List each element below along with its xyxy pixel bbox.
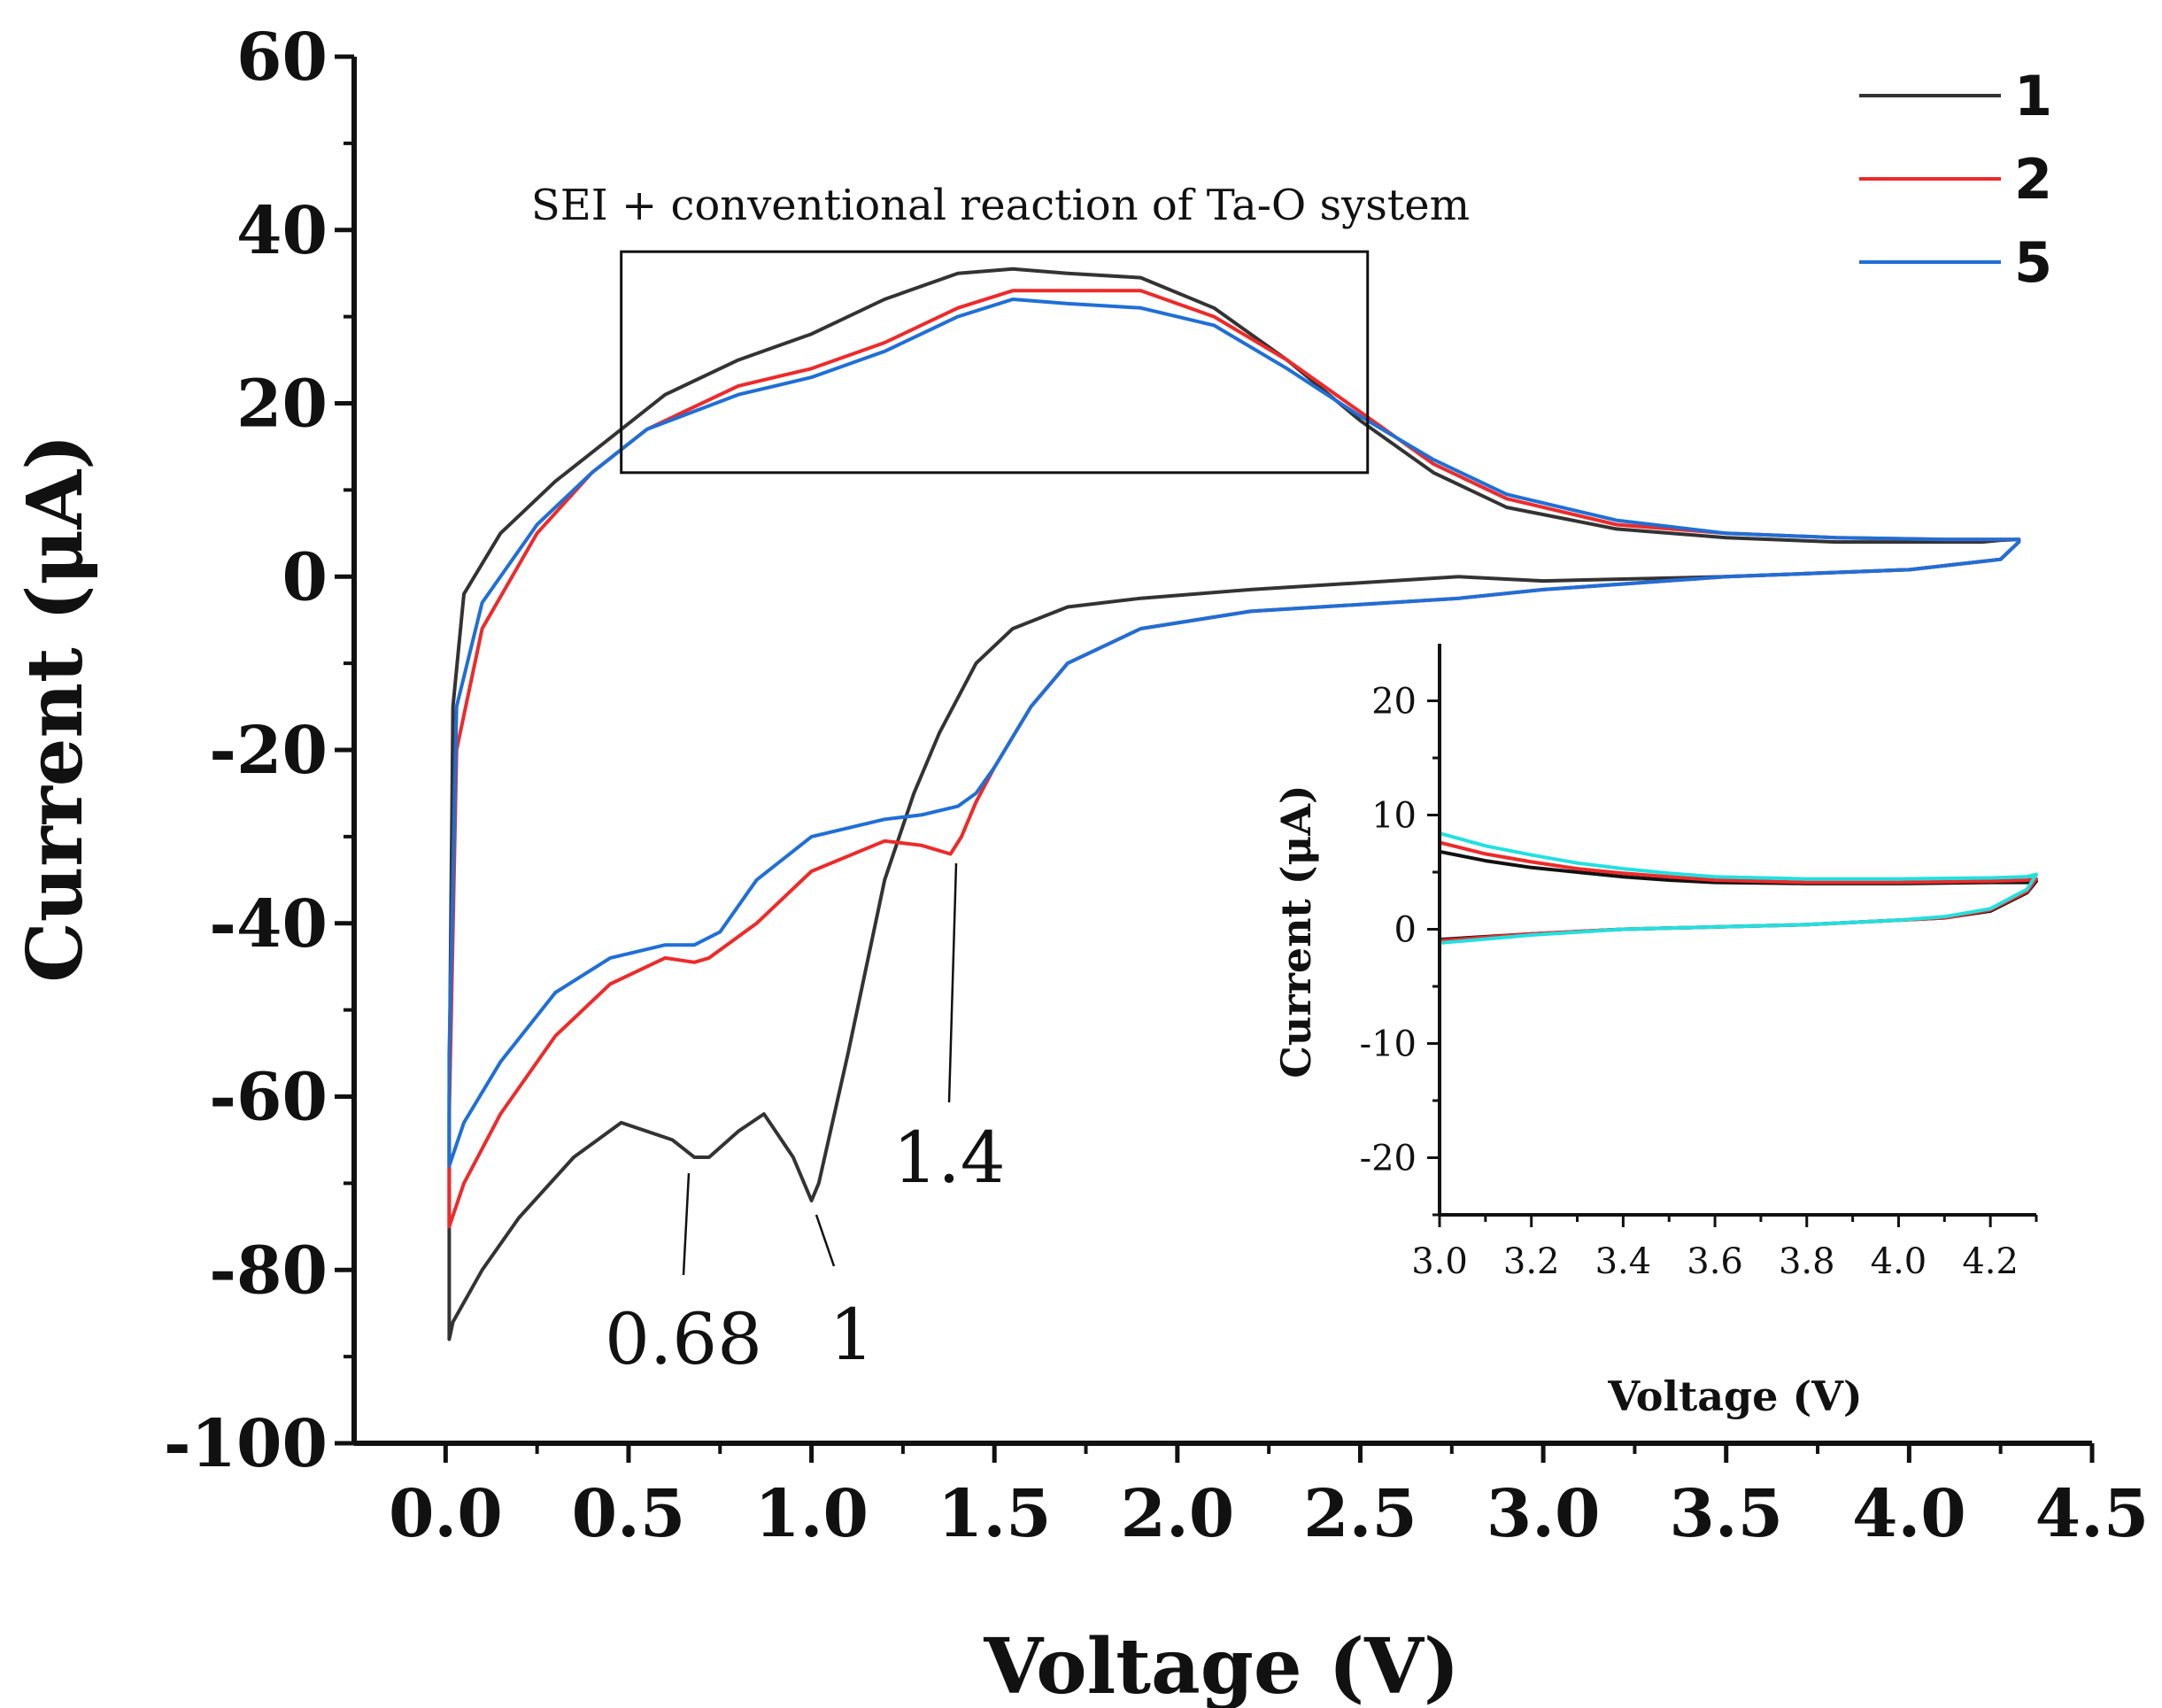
legend-label-1: 1	[2014, 64, 2052, 128]
legend-label-2: 2	[2014, 147, 2052, 212]
annotation-leader-1.4	[947, 862, 958, 1103]
inset-x-tick-label: 3.8	[1779, 1241, 1835, 1282]
annotation-leader-1	[815, 1214, 836, 1267]
inset-y-tick-label: -20	[1360, 1139, 1417, 1179]
main-tick-labels: 0.0 0.5 1.0 1.5 2.0 2.5 3.0 3.5 4.0 4.56040200-20…	[164, 19, 2150, 1552]
x-tick-label: 0.0	[389, 1476, 503, 1552]
x-tick-label: 2.0	[1120, 1476, 1234, 1552]
inset-tick-labels: 3.0 3.2 3.4 3.6 3.8 4.0 4.2 20 10 0 -10 -20	[1360, 682, 2019, 1283]
inset-y-tick-label: 20	[1371, 682, 1417, 723]
y-tick-label: -80	[209, 1233, 328, 1309]
inset-axes	[1427, 644, 2038, 1227]
main-plot: 0.0 0.5 1.0 1.5 2.0 2.5 3.0 3.5 4.0 4.56040200-20…	[11, 19, 2149, 1708]
inset-plot: 3.0 3.2 3.4 3.6 3.8 4.0 4.2 20 10 0 -10 -20 Voltage…	[1272, 642, 2038, 1420]
annotation-label-1: 1	[830, 1294, 875, 1376]
inset-x-tick-label: 3.6	[1687, 1241, 1743, 1282]
x-tick-label: 4.0	[1852, 1476, 1966, 1552]
y-tick-label: 60	[236, 19, 328, 96]
series-line-5	[447, 298, 2021, 1168]
inset-x-tick-label: 3.4	[1595, 1241, 1652, 1282]
annotation-label-1.4: 1.4	[892, 1117, 1005, 1199]
inset-y-tick-label: 10	[1371, 796, 1417, 837]
inset-series-group	[1439, 831, 2038, 945]
x-tick-label: 1.5	[938, 1476, 1052, 1552]
x-tick-label: 4.5	[2035, 1476, 2150, 1552]
y-tick-label: -40	[209, 886, 328, 962]
y-tick-label: 0	[282, 539, 328, 615]
annotation-label-0.68: 0.68	[605, 1298, 762, 1380]
inset-x-tick-label: 3.0	[1411, 1241, 1468, 1282]
inset-y-tick-label: 0	[1394, 910, 1417, 951]
x-tick-label: 3.0	[1486, 1476, 1601, 1552]
inset-x-axis-title: Voltage (V)	[1607, 1372, 1862, 1420]
main-axes	[335, 54, 2095, 1463]
x-axis-title: Voltage (V)	[983, 1622, 1459, 1708]
inset-x-tick-label: 4.0	[1871, 1241, 1927, 1282]
y-tick-label: 20	[236, 367, 328, 443]
x-tick-label: 3.5	[1669, 1476, 1783, 1552]
inset-x-tick-label: 4.2	[1962, 1241, 2019, 1282]
sei-region-box	[620, 250, 1370, 475]
annotation-leader-0.68	[682, 1172, 691, 1276]
x-tick-label: 2.5	[1303, 1476, 1417, 1552]
inset-background	[1434, 642, 2036, 1217]
x-tick-label: 0.5	[572, 1476, 686, 1552]
y-tick-label: -20	[209, 713, 328, 789]
y-axis-title: Current (μA)	[11, 434, 100, 983]
sei-box-label: SEI + conventional reaction of Ta-O syst…	[531, 181, 1470, 230]
y-tick-label: -100	[164, 1406, 328, 1482]
legend: 1 2 5	[1859, 64, 2052, 295]
series-line-1	[447, 267, 2021, 1341]
inset-y-tick-label: -10	[1360, 1024, 1417, 1065]
peak-annotations: 0.68 1 1.4	[605, 862, 1006, 1380]
inset-series-line-2	[1439, 831, 2038, 945]
legend-label-5: 5	[2014, 230, 2052, 295]
y-tick-label: -60	[209, 1060, 328, 1136]
main-series-group	[447, 267, 2021, 1341]
x-tick-label: 1.0	[754, 1476, 869, 1552]
y-tick-label: 40	[236, 193, 328, 269]
inset-y-axis-title: Current (μA)	[1272, 784, 1320, 1078]
inset-x-tick-label: 3.2	[1503, 1241, 1560, 1282]
